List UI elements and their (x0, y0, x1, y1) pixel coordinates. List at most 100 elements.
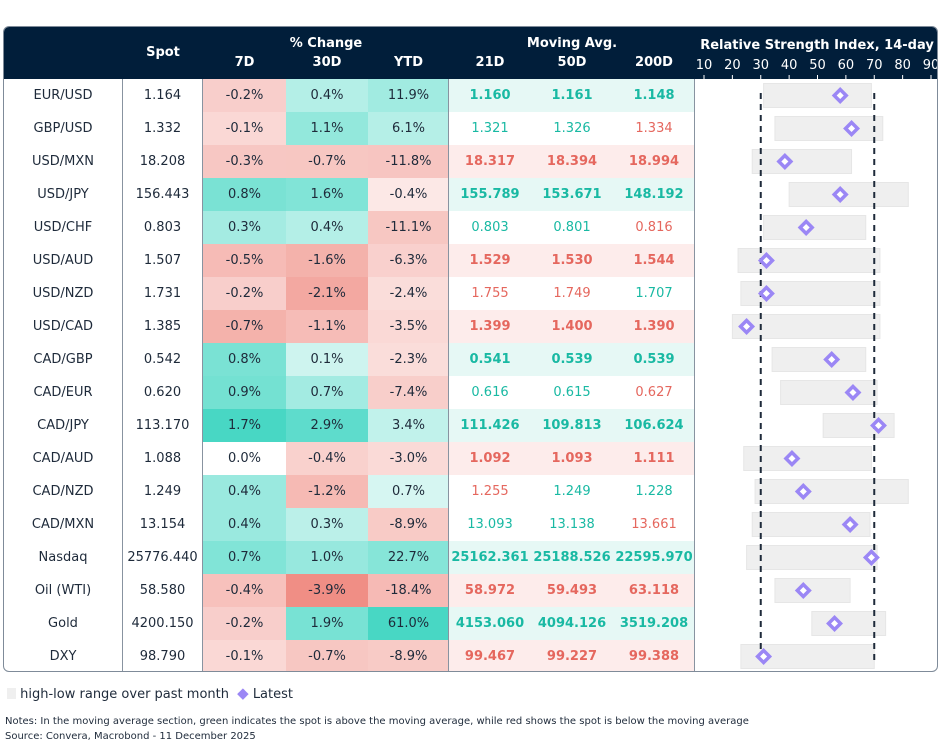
ma-row-highlight (449, 640, 694, 671)
rsi-tick-label: 10 (696, 58, 713, 73)
rsi-range-bar (746, 545, 878, 570)
ma-ma200: 0.627 (635, 385, 673, 400)
ma-ma21: 1.529 (469, 253, 511, 268)
pct-ytd: 3.4% (368, 409, 449, 442)
pct-d30: 0.3% (286, 508, 368, 541)
rsi-latest-marker (841, 516, 859, 533)
rsi-tick-label: 80 (894, 58, 911, 73)
ma-row-highlight (449, 607, 694, 640)
row-name: USD/JPY (37, 187, 89, 202)
table-row: EUR/USD 1.164 -0.2% 0.4% 11.9% 1.160 1.161 1.14… (4, 79, 937, 112)
row-name: USD/CAD (32, 319, 94, 334)
legend-range-label: high-low range over past month (20, 687, 229, 702)
ma-ma50: 1.161 (551, 88, 593, 103)
pct-d7: 0.7% (203, 541, 286, 574)
spot-value: 0.803 (143, 220, 182, 235)
header-ytd: YTD (393, 55, 424, 70)
ma-ma50: 18.394 (546, 154, 598, 169)
pct-ytd: -3.5% (368, 310, 449, 343)
table-row: CAD/MXN 13.154 0.4% 0.3% -8.9% 13.093 13.138 13… (4, 508, 937, 541)
pct-d7: -0.3% (203, 145, 286, 178)
ma-ma200: 22595.970 (615, 550, 693, 565)
ma-row-highlight (449, 79, 694, 112)
pct-d7: 1.7% (203, 409, 286, 442)
pct-d30: 2.9% (286, 409, 368, 442)
spot-value: 1.731 (143, 286, 182, 301)
rsi-range-bar (751, 149, 853, 174)
ma-ma50: 1.093 (551, 451, 593, 466)
ma-ma200: 1.228 (635, 484, 673, 499)
ma-ma200: 1.111 (633, 451, 675, 466)
ma-ma50: 1.326 (553, 121, 591, 136)
pct-ytd: -3.0% (368, 442, 449, 475)
table-row: GBP/USD 1.332 -0.1% 1.1% 6.1% 1.321 1.326 1.334 (4, 112, 937, 145)
row-name: USD/CHF (33, 220, 93, 235)
pct-d7: -0.1% (203, 112, 286, 145)
rsi-range-bar (743, 446, 872, 471)
ma-ma200: 1.707 (635, 286, 673, 301)
ma-ma200: 63.118 (628, 583, 680, 598)
ma-ma200: 99.388 (628, 649, 680, 664)
ma-row-highlight (449, 178, 694, 211)
row-name: CAD/EUR (33, 385, 93, 400)
row-name: USD/MXN (31, 154, 94, 169)
pct-d30: -2.1% (286, 277, 368, 310)
ma-ma21: 99.467 (464, 649, 516, 664)
ma-ma50: 4094.126 (537, 616, 607, 631)
ma-ma21: 0.616 (471, 385, 509, 400)
row-name: DXY (49, 649, 77, 664)
pct-d7: 0.9% (203, 376, 286, 409)
pct-ytd: -18.4% (368, 574, 449, 607)
range-swatch-icon (7, 688, 16, 699)
ma-ma200: 1.390 (633, 319, 675, 334)
table-row: USD/CHF 0.803 0.3% 0.4% -11.1% 0.803 0.801 0.81… (4, 211, 937, 244)
spot-value: 1.332 (143, 121, 182, 136)
fx-table: Spot % Change 7D 30D YTD Moving Avg. 21D… (3, 26, 938, 672)
pct-d30: 1.1% (286, 112, 368, 145)
ma-row-highlight (449, 409, 694, 442)
ma-ma21: 1.399 (469, 319, 511, 334)
ma-ma50: 1.530 (551, 253, 593, 268)
pct-ytd: -11.1% (368, 211, 449, 244)
pct-d7: 0.8% (203, 343, 286, 376)
rsi-range-bar (771, 347, 867, 372)
rsi-latest-marker (738, 318, 756, 335)
table-row: Oil (WTI) 58.580 -0.4% -3.9% -18.4% 58.972 59.… (4, 574, 937, 607)
rsi-latest-marker (755, 648, 773, 665)
table-row: USD/AUD 1.507 -0.5% -1.6% -6.3% 1.529 1.530 1.5… (4, 244, 937, 277)
ma-ma21: 0.803 (471, 220, 509, 235)
ma-ma50: 25188.526 (533, 550, 611, 565)
rsi-tick-label: 30 (752, 58, 769, 73)
pct-ytd: -6.3% (368, 244, 449, 277)
rsi-chart: 10 20 30 40 50 60 70 80 90 (696, 58, 937, 669)
row-name: Oil (WTI) (34, 583, 92, 598)
table-row: USD/CAD 1.385 -0.7% -1.1% -3.5% 1.399 1.400 1.3… (4, 310, 937, 343)
ma-ma200: 0.539 (633, 352, 675, 367)
header-7d: 7D (234, 55, 255, 70)
ma-ma21: 1.160 (469, 88, 511, 103)
ma-ma200: 106.624 (624, 418, 684, 433)
rsi-latest-marker (783, 450, 801, 467)
ma-ma50: 99.227 (546, 649, 598, 664)
pct-d30: -0.7% (286, 640, 368, 671)
ma-ma21: 58.972 (464, 583, 516, 598)
diamond-icon: ◆ (237, 684, 249, 702)
rsi-latest-marker (797, 219, 815, 236)
notes: Notes: In the moving average section, gr… (5, 714, 749, 744)
pct-d7: -0.4% (203, 574, 286, 607)
pct-d7: 0.4% (203, 508, 286, 541)
ma-ma21: 4153.060 (455, 616, 525, 631)
rsi-latest-marker (757, 285, 775, 302)
ma-ma200: 13.661 (631, 517, 677, 532)
rsi-range-bar (740, 281, 881, 306)
ma-ma21: 18.317 (464, 154, 516, 169)
ma-ma50: 109.813 (542, 418, 602, 433)
pct-d7: -0.2% (203, 277, 286, 310)
rsi-range-bar (754, 479, 909, 504)
ma-ma200: 1.544 (633, 253, 675, 268)
ma-row-highlight (449, 145, 694, 178)
spot-value: 1.164 (143, 88, 182, 103)
rsi-latest-marker (870, 417, 887, 434)
pct-d30: -1.6% (286, 244, 368, 277)
ma-row-highlight (449, 310, 694, 343)
